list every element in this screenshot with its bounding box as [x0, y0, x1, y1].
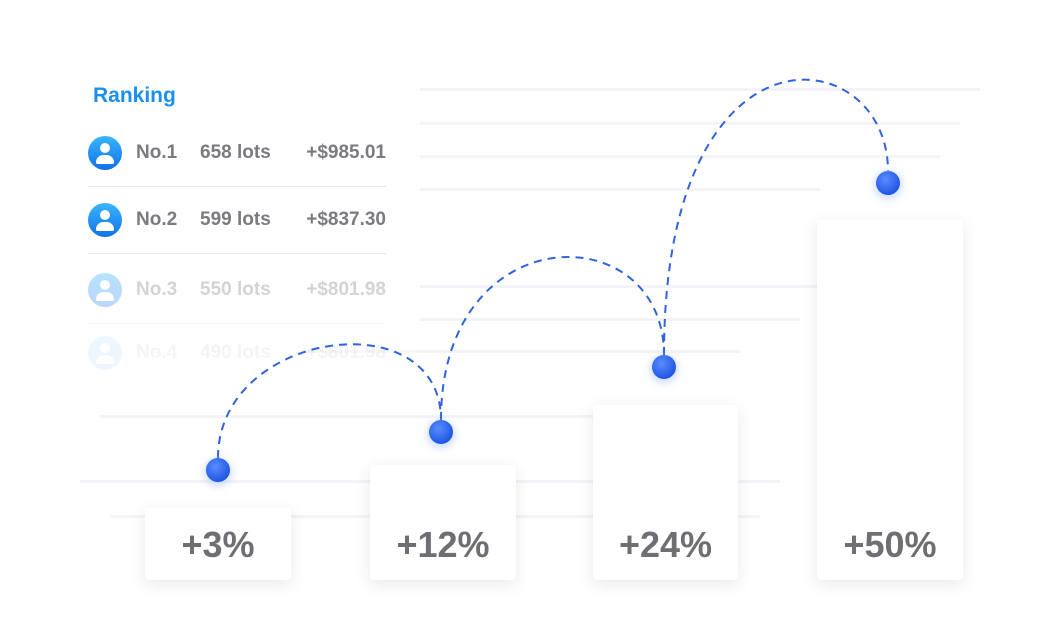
step-bar: +24%: [593, 405, 738, 580]
step-label: +3%: [181, 524, 255, 565]
ranking-row: No.3 550 lots +$801.98: [88, 270, 386, 324]
step-bar: +12%: [370, 465, 516, 580]
ranking-row: No.2 599 lots +$837.30: [88, 200, 386, 254]
step-label: +12%: [396, 524, 490, 565]
arc: [440, 255, 665, 421]
lots: 599 lots: [200, 209, 271, 230]
ranking-title: Ranking: [93, 84, 176, 107]
rank: No.2: [136, 209, 178, 230]
arc: [663, 78, 889, 356]
rank: No.4: [136, 342, 178, 363]
ranking-row: No.1 658 lots +$985.01: [88, 133, 386, 187]
avatar: [88, 273, 122, 307]
step-label: +24%: [618, 524, 713, 565]
step-bar: +3%: [145, 508, 291, 580]
bg-line: [420, 188, 820, 191]
lots: 658 lots: [200, 142, 271, 163]
bg-line: [300, 350, 740, 353]
profit: +$801.98: [306, 279, 386, 300]
rank: No.1: [136, 142, 178, 163]
step-bar: +50%: [817, 220, 963, 580]
bg-line: [420, 285, 820, 288]
avatar: [88, 136, 122, 170]
bg-line: [420, 318, 800, 321]
bg-line: [420, 155, 940, 158]
profit: +$837.30: [306, 209, 386, 230]
step-label: +50%: [843, 524, 937, 565]
dot: [652, 355, 676, 379]
bg-line: [420, 88, 980, 91]
ranking-row: No.4 490 lots +$801.98: [88, 333, 386, 373]
dot: [206, 458, 230, 482]
dot: [429, 420, 453, 444]
lots: 490 lots: [200, 342, 271, 363]
ranking-card: Ranking No.1 658 lots +$985.01 No.2 599 lots…: [60, 52, 416, 452]
avatar: [88, 203, 122, 237]
profit: +$985.01: [306, 142, 386, 163]
arc: [217, 343, 442, 459]
dot: [876, 171, 900, 195]
avatar: [88, 336, 122, 370]
rank: No.3: [136, 279, 178, 300]
bg-line: [420, 122, 960, 125]
lots: 550 lots: [200, 279, 271, 300]
